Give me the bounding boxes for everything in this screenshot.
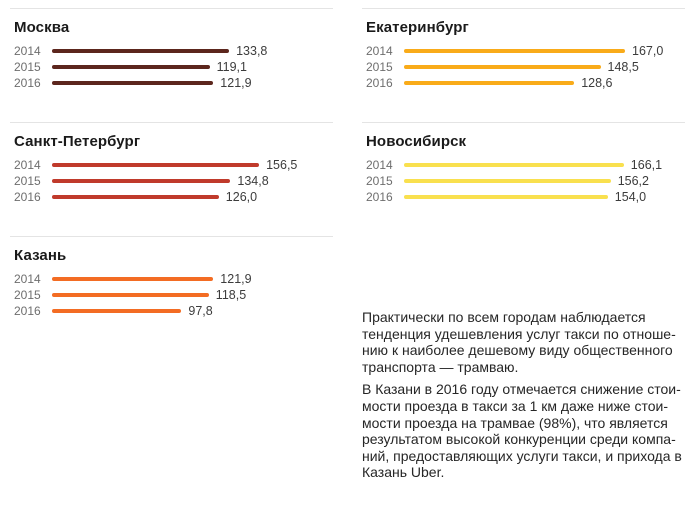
text-line: результатом высокой конкуренции среди ко… [362, 431, 676, 448]
value-label: 119,1 [216, 60, 247, 74]
value-bar [404, 49, 625, 53]
city-chart-section: Казань 2014 121,9 2015 118,5 2016 97,8 [10, 236, 333, 319]
text-line: ний, предоставляющих услуги такси, и при… [362, 447, 682, 464]
city-chart-section: Екатеринбург 2014 167,0 2015 148,5 2016 … [362, 8, 685, 91]
value-bar [52, 81, 214, 85]
year-label: 2016 [366, 76, 393, 90]
year-label: 2014 [366, 44, 393, 58]
year-label: 2016 [14, 304, 41, 318]
year-label: 2015 [366, 60, 393, 74]
year-label: 2016 [14, 190, 41, 204]
bar-row: 2015 148,5 [362, 59, 685, 75]
city-chart-section: Москва 2014 133,8 2015 119,1 2016 121,9 [10, 8, 333, 91]
city-title: Санкт-Петербург [14, 133, 141, 150]
value-label: 126,0 [225, 190, 258, 204]
text-line: мости проезда на трамвае (98%), что явля… [362, 414, 668, 431]
year-label: 2016 [366, 190, 393, 204]
value-label: 148,5 [607, 60, 639, 74]
bar-row: 2014 133,8 [10, 43, 333, 59]
value-bar [52, 163, 260, 167]
bar-row: 2016 97,8 [10, 303, 333, 319]
value-bar [404, 179, 611, 183]
city-title: Екатеринбург [366, 19, 469, 36]
year-label: 2016 [14, 76, 41, 90]
bar-row: 2016 128,6 [362, 75, 685, 91]
year-label: 2014 [14, 158, 41, 172]
value-bar [404, 81, 575, 85]
value-bar [52, 277, 214, 281]
year-label: 2014 [14, 272, 41, 286]
bar-row: 2015 134,8 [10, 173, 333, 189]
text-line: Казань Uber. [362, 464, 445, 481]
value-label: 121,9 [220, 76, 252, 90]
value-label: 166,1 [630, 158, 663, 172]
year-label: 2015 [366, 174, 393, 188]
text-line: нию к наиболее дешевому виду общественно… [362, 342, 673, 359]
bar-rows: 2014 166,1 2015 156,2 2016 154,0 [362, 157, 685, 205]
bar-rows: 2014 133,8 2015 119,1 2016 121,9 [10, 43, 333, 91]
value-label: 156,2 [617, 174, 649, 188]
value-bar [52, 293, 209, 297]
bar-rows: 2014 121,9 2015 118,5 2016 97,8 [10, 271, 333, 319]
city-chart-section: Новосибирск 2014 166,1 2015 156,2 2016 1… [362, 122, 685, 205]
city-title: Казань [14, 247, 67, 264]
value-bar [404, 163, 624, 167]
text-line: В Казани в 2016 году отмечается снижение… [362, 381, 681, 398]
value-bar [404, 195, 608, 199]
value-label: 121,9 [220, 272, 252, 286]
text-line: Практически по всем городам наблюдается [362, 309, 646, 325]
bar-row: 2016 126,0 [10, 189, 333, 205]
year-label: 2014 [14, 44, 41, 58]
bar-row: 2016 154,0 [362, 189, 685, 205]
year-label: 2015 [14, 174, 41, 188]
bar-row: 2016 121,9 [10, 75, 333, 91]
bar-row: 2014 156,5 [10, 157, 333, 173]
value-bar [404, 65, 601, 69]
value-bar [52, 309, 182, 313]
value-label: 118,5 [215, 288, 247, 302]
city-title: Москва [14, 19, 70, 36]
city-chart-section: Санкт-Петербург 2014 156,5 2015 134,8 20… [10, 122, 333, 205]
value-label: 133,8 [236, 44, 268, 58]
commentary-paragraph: Практически по всем городам наблюдается т… [362, 309, 685, 375]
charts-column-left: Москва 2014 133,8 2015 119,1 2016 121,9 … [10, 8, 333, 515]
bar-row: 2014 167,0 [362, 43, 685, 59]
value-bar [52, 49, 230, 53]
value-bar [52, 195, 219, 199]
charts-column-right: Екатеринбург 2014 167,0 2015 148,5 2016 … [362, 8, 685, 515]
bar-row: 2015 156,2 [362, 173, 685, 189]
value-bar [52, 179, 231, 183]
year-label: 2015 [14, 60, 41, 74]
text-line: транспорта — трамваю. [362, 358, 519, 375]
value-label: 128,6 [581, 76, 613, 90]
commentary-paragraph: В Казани в 2016 году отмечается снижение… [362, 381, 685, 481]
city-title: Новосибирск [366, 133, 467, 150]
value-label: 156,5 [266, 158, 298, 172]
bar-rows: 2014 167,0 2015 148,5 2016 128,6 [362, 43, 685, 91]
bar-row: 2014 166,1 [362, 157, 685, 173]
value-label: 154,0 [614, 190, 647, 204]
commentary-text: Практически по всем городам наблюдается т… [362, 309, 685, 481]
year-label: 2015 [14, 288, 41, 302]
value-label: 134,8 [237, 174, 269, 188]
year-label: 2014 [366, 158, 393, 172]
text-line: тенденция удешевления услуг такси по отн… [362, 325, 676, 342]
value-bar [52, 65, 210, 69]
bar-row: 2014 121,9 [10, 271, 333, 287]
bar-rows: 2014 156,5 2015 134,8 2016 126,0 [10, 157, 333, 205]
text-line: мости проезда в такси за 1 км даже ниже … [362, 397, 669, 414]
value-label: 167,0 [632, 44, 664, 58]
bar-row: 2015 118,5 [10, 287, 333, 303]
bar-row: 2015 119,1 [10, 59, 333, 75]
value-label: 97,8 [188, 304, 213, 318]
